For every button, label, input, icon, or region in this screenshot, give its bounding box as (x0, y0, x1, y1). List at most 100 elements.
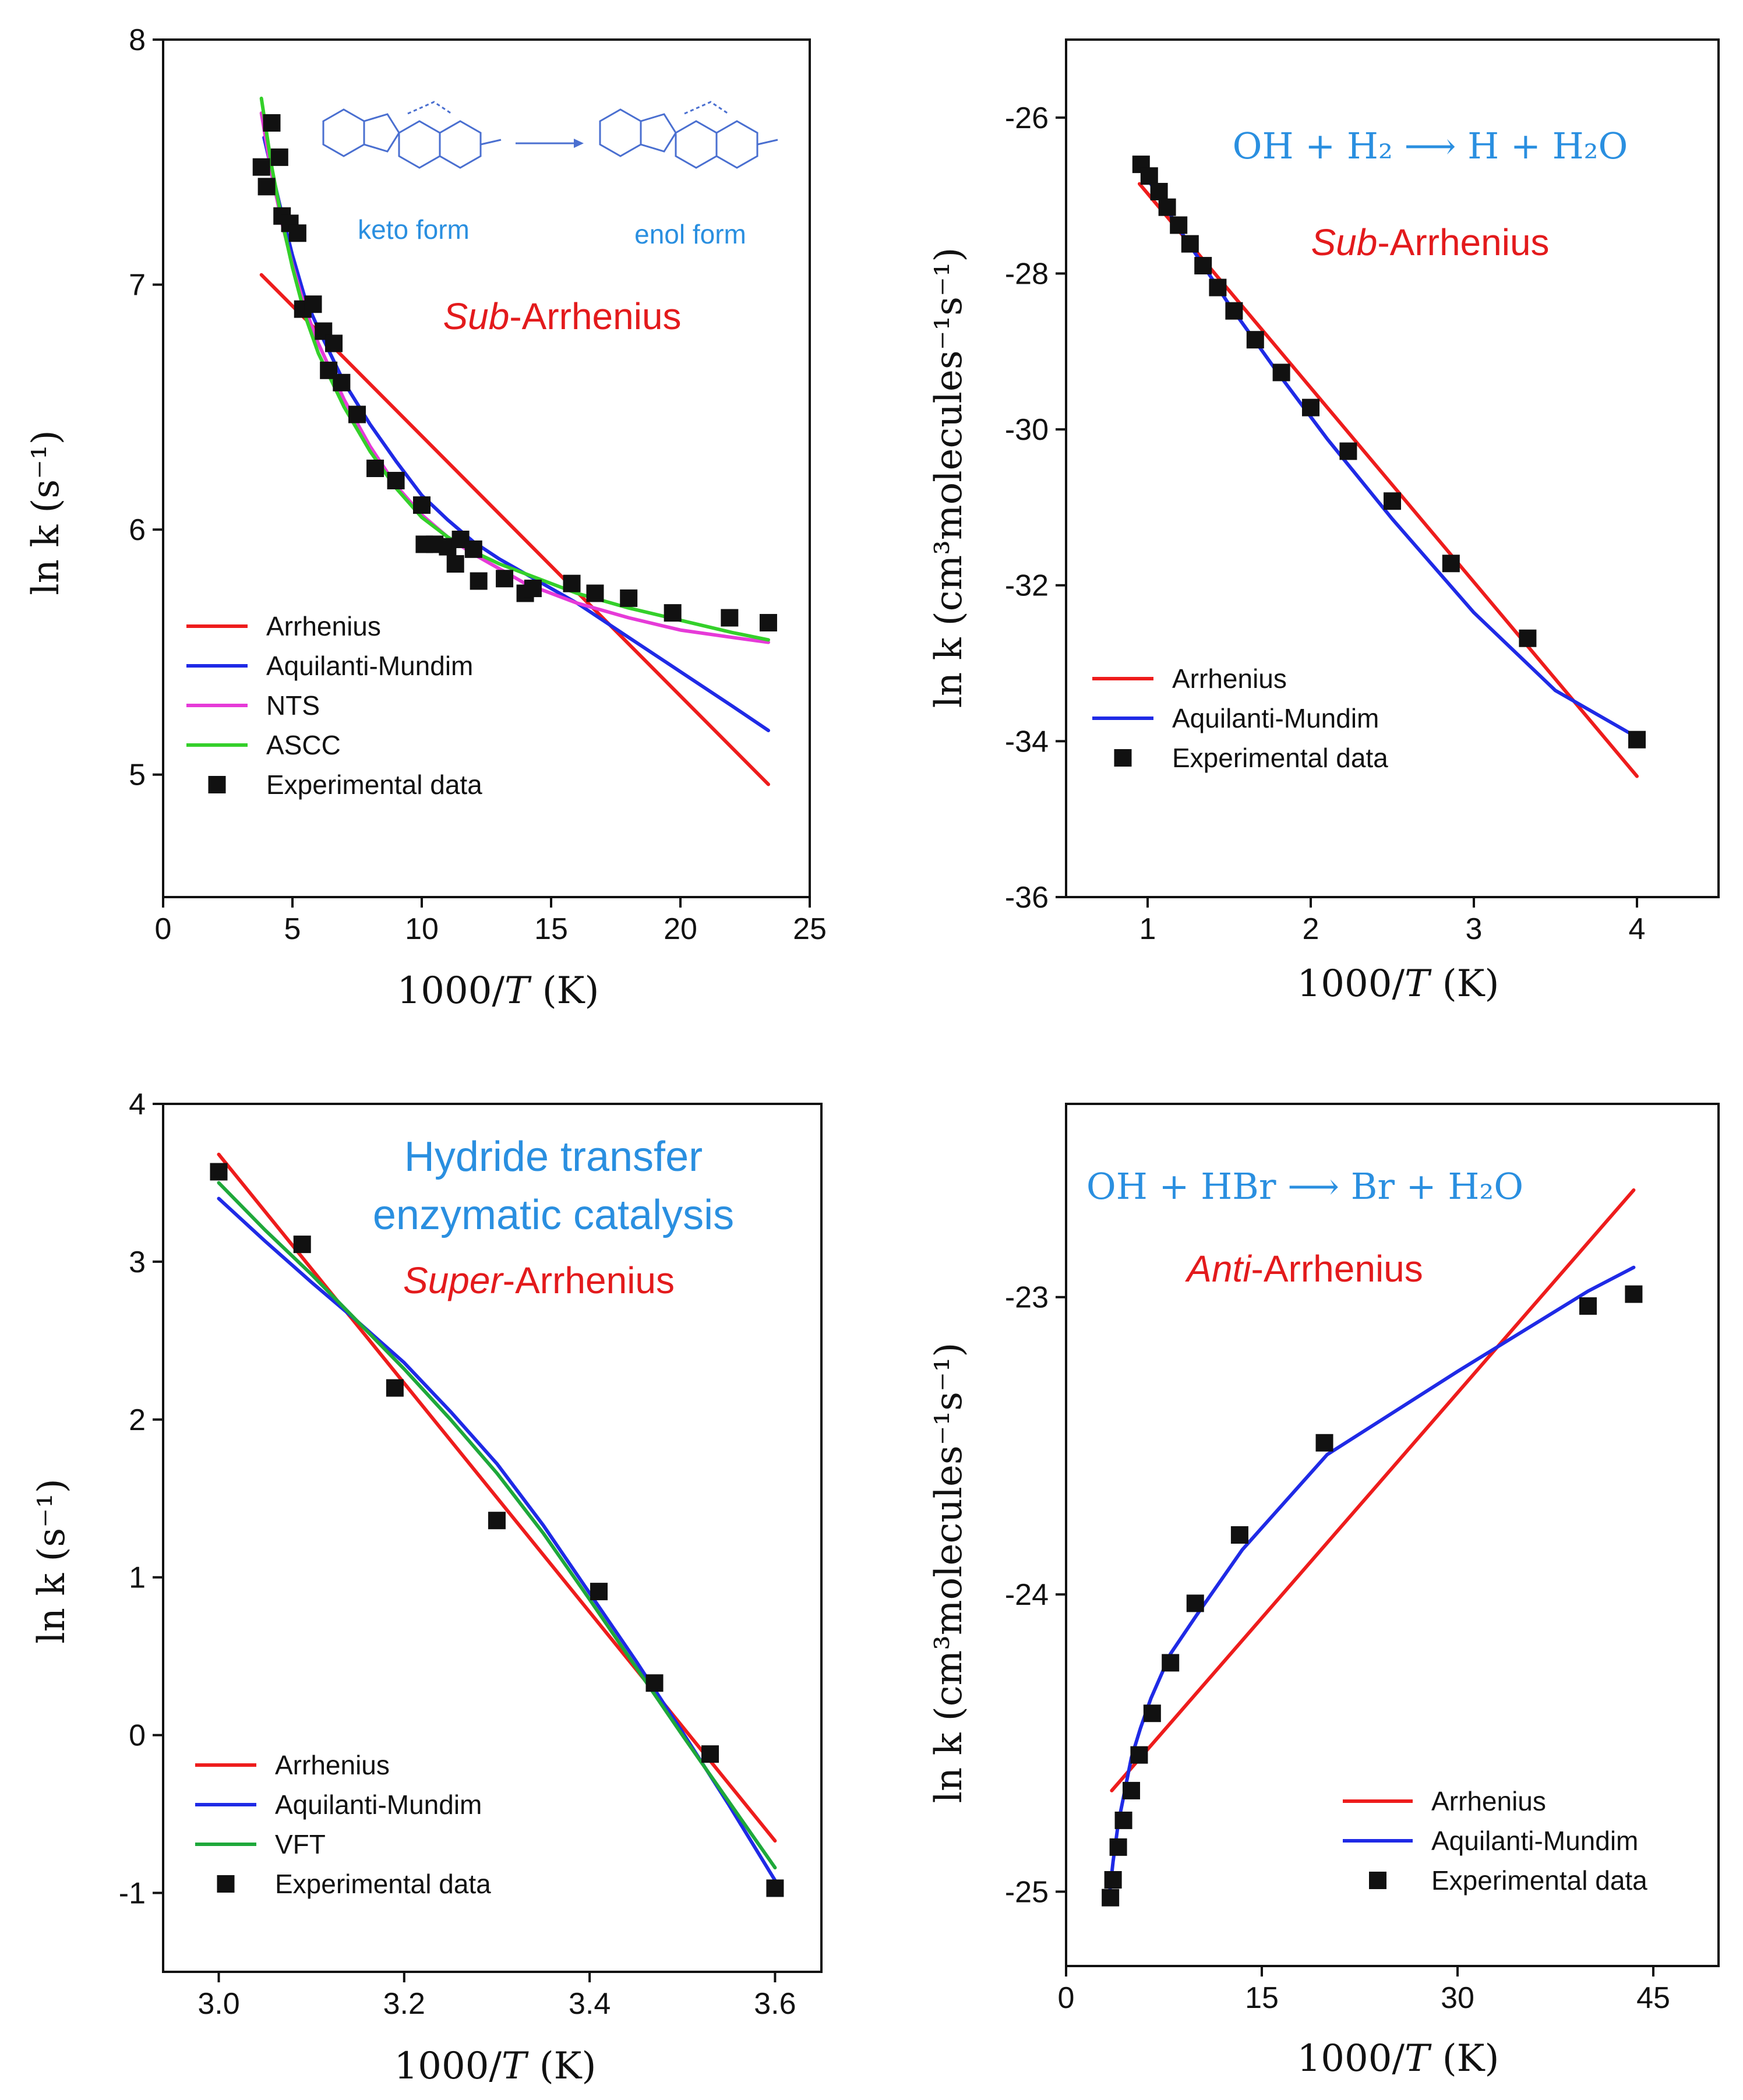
panel-c-y-tick-label: 2 (129, 1403, 146, 1437)
panel-c-xlabel: 1000/T (K) (394, 2045, 597, 2088)
panel-a-legend: Arrhenius Aquilanti-Mundim NTS ASCC Experime… (186, 611, 482, 800)
panel-b-experimental-point (1442, 555, 1460, 573)
panel-b-experimental-point (1150, 182, 1168, 200)
panel-a-experimental-point (348, 405, 366, 423)
panel-c-plot-frame (162, 1103, 823, 1973)
panel-c-experimental-point (590, 1583, 608, 1601)
panel-a-title-suffix: -Arrhenius (509, 295, 681, 337)
panel-a-experimental-point (270, 148, 288, 166)
panel-a-xlabel: 1000/T (K) (397, 969, 599, 1012)
panel-b-experimental-point (1170, 216, 1188, 234)
panel-c-subtitle-line-1: Hydride transfer (404, 1134, 703, 1180)
panel-c-arrhenius-line (217, 1152, 777, 1843)
panel-b-experimental-point (1181, 235, 1199, 253)
panel-d-experimental-point (1114, 1811, 1132, 1829)
panel-c-y-tick-label: 0 (129, 1719, 146, 1753)
panel-d-experimental-point (1625, 1285, 1643, 1303)
panel-a-ascc-line (259, 96, 770, 642)
panel-b-experimental-point (1272, 363, 1290, 382)
panel-a-chart: 0 5 10 15 20 25 5 6 7 8 Arrhenius Aquilanti-Mundim N… (24, 23, 827, 1012)
panel-a-x-tick-label: 15 (534, 912, 568, 946)
panel-b-title: Sub-Arrhenius (1311, 221, 1549, 263)
panel-a-experimental-point (366, 460, 384, 477)
panel-b-legend: Arrhenius Aquilanti-Mundim Experimental da… (1092, 663, 1388, 773)
panel-d-aquilanti-mundim-line (1107, 1265, 1636, 1900)
panel-d-x-tick-label: 0 (1058, 1981, 1075, 2015)
panel-b-y-tick-label: -34 (1005, 725, 1049, 758)
panel-a-experimental-point (325, 334, 343, 352)
panel-a-experimental-point (387, 472, 405, 490)
panel-a-legend-arrhenius-label: Arrhenius (266, 611, 381, 641)
panel-a-experimental-point (586, 584, 604, 602)
panel-a-plot-frame (162, 38, 811, 898)
panel-d-experimental-point (1186, 1594, 1204, 1612)
panel-c-x-tick-label: 3.2 (383, 1987, 425, 2021)
panel-b-legend-aquilanti-mundim-label: Aquilanti-Mundim (1172, 703, 1379, 733)
panel-a-x-tick-label: 5 (284, 912, 301, 946)
panel-a-y-tick-label: 7 (129, 269, 146, 302)
keto-form-label: keto form (358, 214, 470, 245)
panel-a-experimental-point (333, 373, 351, 391)
panel-c-chart: 3.0 3.2 3.4 3.6 -1 0 1 2 3 4 Arrhenius Aquilanti-Mu… (30, 1088, 823, 2088)
panel-b-experimental-point (1225, 302, 1243, 320)
panel-d-experimental-point (1104, 1871, 1122, 1889)
panel-a-experimental-point (252, 158, 270, 176)
panel-d-y-tick-label: -23 (1005, 1281, 1049, 1315)
panel-c-experimental-point (210, 1163, 228, 1181)
panel-b-ylabel: ln k (cm³molecules⁻¹s⁻¹) (927, 248, 971, 708)
panel-b-reaction: OH + H₂ ⟶ H + H₂O (1233, 125, 1628, 167)
panel-a-experimental-point (664, 604, 682, 622)
panel-c-legend-arrhenius-label: Arrhenius (275, 1750, 390, 1780)
panel-d-legend-arrhenius-label: Arrhenius (1431, 1786, 1546, 1816)
panel-d-chart: 0 15 30 45 -23 -24 -25 Arrhenius Aquilanti-Mundi… (927, 1103, 1720, 2080)
panel-b-xlabel: 1000/T (K) (1297, 962, 1499, 1005)
panel-b-y-tick-label: -30 (1005, 413, 1049, 447)
panel-a-experimental-point (446, 555, 464, 573)
panel-b-legend-arrhenius-label: Arrhenius (1172, 663, 1287, 694)
panel-c-experimental-point (645, 1674, 664, 1692)
enol-structure-icon (599, 101, 778, 169)
panel-a-x-tick-label: 0 (155, 912, 172, 946)
panel-a-experimental-point (759, 613, 777, 631)
panel-a-experimental-point (464, 540, 482, 558)
panel-c-legend-experimental-data-label: Experimental data (275, 1869, 491, 1899)
panel-a-arrhenius-line (259, 273, 770, 786)
panel-b-x-tick-label: 1 (1139, 912, 1156, 946)
panel-a-legend-experimental-data-label: Experimental data (266, 770, 482, 800)
panel-c-ylabel: ln k (s⁻¹) (30, 1478, 73, 1643)
panel-c-title: Super-Arrhenius (403, 1259, 675, 1301)
panel-b-x-tick-label: 2 (1303, 912, 1319, 946)
panel-b-experimental-point (1339, 442, 1357, 460)
panel-d-reaction: OH + HBr ⟶ Br + H₂O (1086, 1165, 1523, 1208)
panel-b-experimental-point (1302, 398, 1319, 417)
panel-d-experimental-point (1123, 1781, 1140, 1799)
panel-c-y-tick-label: 4 (129, 1088, 146, 1121)
panel-d-title: Anti-Arrhenius (1184, 1248, 1423, 1290)
panel-b-y-tick-label: -28 (1005, 257, 1049, 291)
panel-b-legend-experimental-data-swatch (1114, 749, 1132, 767)
panel-d-xlabel: 1000/T (K) (1297, 2037, 1499, 2080)
panel-b-experimental-point (1194, 257, 1212, 275)
panel-d-ylabel: ln k (cm³molecules⁻¹s⁻¹) (927, 1343, 971, 1803)
panel-b-x-tick-label: 3 (1466, 912, 1483, 946)
panel-d-x-tick-label: 15 (1245, 1981, 1279, 2015)
panel-d-experimental-point (1109, 1838, 1127, 1856)
panel-d-experimental-point (1162, 1654, 1180, 1672)
keto-structure-icon (322, 101, 502, 169)
panel-b-legend-experimental-data-label: Experimental data (1172, 743, 1388, 773)
panel-d-y-tick-label: -24 (1005, 1578, 1049, 1612)
panel-c-experimental-point (488, 1512, 506, 1530)
panel-a-y-tick-label: 5 (129, 758, 146, 792)
panel-a-experimental-point (288, 224, 306, 242)
panel-a-title-prefix: Sub (443, 295, 509, 337)
panel-c-x-tick-label: 3.4 (569, 1987, 611, 2021)
panel-c-y-tick-label: -1 (119, 1877, 146, 1911)
panel-b-y-tick-label: -26 (1005, 101, 1049, 135)
panel-a-title: Sub-Arrhenius (443, 295, 681, 337)
panel-c-legend-aquilanti-mundim-label: Aquilanti-Mundim (275, 1790, 482, 1820)
panel-c-aquilanti-mundim-line (217, 1197, 777, 1882)
panel-b-experimental-point (1209, 278, 1227, 297)
panel-a-legend-experimental-data-swatch (208, 776, 226, 793)
panel-c-legend: Arrhenius Aquilanti-Mundim VFT Experimental… (195, 1750, 491, 1899)
